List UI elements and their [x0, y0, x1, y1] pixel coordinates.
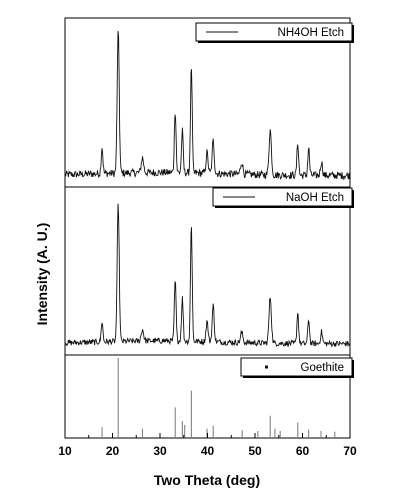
x-axis: 10 20 30 40 50 60 70 — [58, 433, 357, 458]
panel-frame — [64, 17, 351, 188]
legends-group: NH4OH Etch NaOH Etch Goethite — [195, 22, 354, 378]
x-tick-label: 60 — [296, 444, 310, 458]
panel-2 — [64, 186, 351, 356]
x-tick-label: 30 — [153, 444, 167, 458]
legend-box — [195, 22, 353, 42]
panel-1 — [64, 17, 351, 188]
legend-1: NH4OH Etch — [195, 22, 354, 43]
legend-label: NaOH Etch — [286, 192, 344, 204]
x-tick-label: 10 — [58, 444, 72, 458]
y-axis-title: Intensity (A. U.) — [34, 223, 50, 326]
legend-label: Goethite — [301, 362, 344, 374]
series-line — [64, 30, 351, 181]
legend-3: Goethite — [240, 357, 354, 378]
legend-box — [240, 357, 353, 377]
x-axis-title: Two Theta (deg) — [154, 472, 260, 488]
legend-dot-marker — [265, 365, 268, 369]
panels-group — [64, 17, 351, 439]
x-tick-label: 70 — [343, 444, 357, 458]
x-tick-label: 20 — [106, 444, 120, 458]
legend-2: NaOH Etch — [212, 187, 354, 208]
legend-label: NH4OH Etch — [278, 27, 344, 39]
x-tick-label: 40 — [201, 444, 215, 458]
panel-3 — [64, 354, 351, 439]
series-line — [64, 203, 351, 348]
x-tick-label: 50 — [248, 444, 262, 458]
legend-box — [212, 187, 353, 207]
